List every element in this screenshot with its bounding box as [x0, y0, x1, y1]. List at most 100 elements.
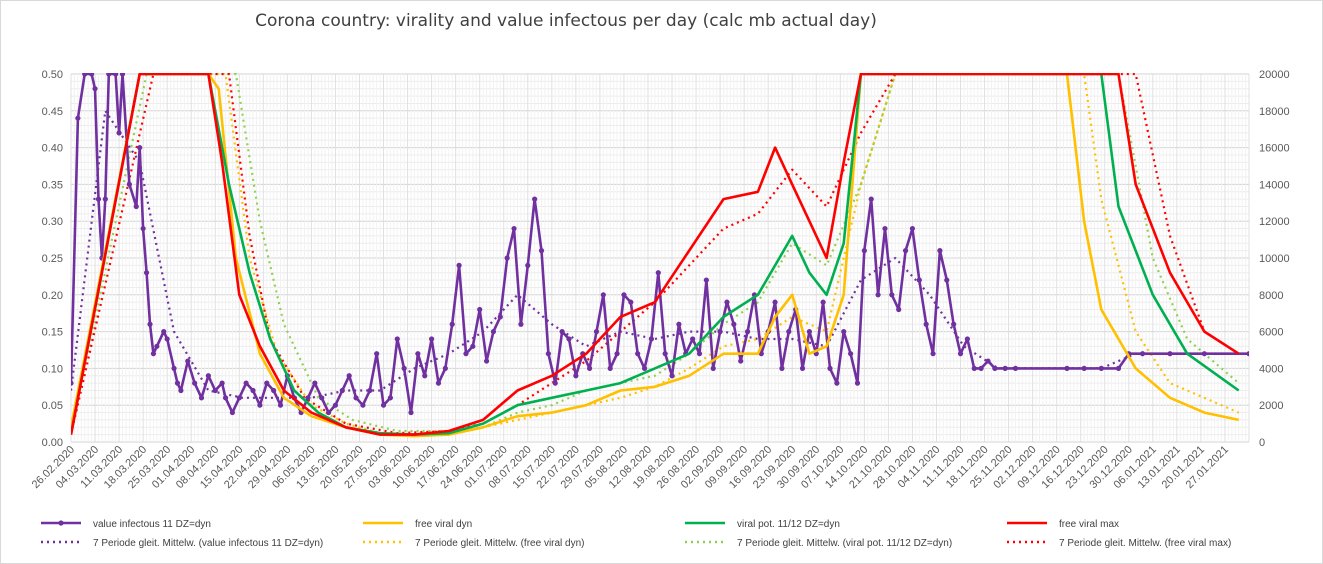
series-point: [992, 365, 998, 371]
series-point: [648, 336, 655, 342]
series-point: [164, 336, 170, 342]
series-point: [229, 409, 236, 416]
series-point: [1167, 351, 1173, 357]
series-point: [449, 321, 455, 327]
series-line: [71, 73, 1240, 436]
series-point: [525, 262, 531, 268]
series-point: [243, 380, 249, 386]
series-point: [277, 402, 284, 408]
series-point: [806, 329, 812, 335]
x-axis: 26.02.202004.03.202011.03.202018.03.2020…: [30, 444, 1231, 491]
y-left-tick-label: 0.45: [42, 106, 63, 118]
y-left-tick-label: 0.35: [42, 179, 63, 191]
y-left-tick-label: 0.15: [42, 327, 63, 339]
y-left-tick-label: 0.05: [42, 400, 63, 412]
y-right-tick-label: 6000: [1259, 327, 1283, 339]
series-point: [367, 387, 373, 394]
series-point: [1081, 365, 1087, 371]
series-point: [985, 358, 991, 364]
series-point: [559, 329, 565, 335]
series-point: [236, 395, 242, 401]
series-point: [820, 299, 826, 305]
series-point: [353, 395, 359, 401]
y-right-axis: 0 2000 4000 6000 8000 10000 12000 14000 16000 180…: [1259, 69, 1290, 449]
legend-label: 7 Periode gleit. Mittelw. (free viral dy…: [415, 538, 585, 549]
series-point: [614, 351, 620, 357]
series-point: [319, 395, 325, 401]
series-point: [477, 306, 483, 313]
series-point: [442, 365, 448, 371]
series-point: [978, 365, 984, 371]
series-point: [140, 225, 146, 232]
series-point: [621, 292, 627, 298]
series-point: [257, 402, 263, 408]
series-point: [841, 329, 847, 335]
series-point: [113, 73, 119, 77]
series-point: [655, 270, 661, 276]
series-point: [435, 380, 442, 386]
series-point: [772, 299, 778, 305]
series-point: [738, 358, 744, 364]
y-right-tick-label: 10000: [1259, 253, 1290, 265]
series-point: [566, 336, 572, 342]
series-point: [703, 277, 709, 283]
series-line: [71, 73, 1240, 435]
series-point: [89, 73, 95, 77]
series-point: [332, 402, 339, 408]
chart-title: Corona country: virality and value infec…: [255, 11, 877, 31]
series-point: [483, 358, 490, 364]
series-point: [198, 395, 205, 401]
series-point: [95, 196, 102, 202]
series-point: [408, 409, 414, 416]
series-point: [305, 395, 311, 401]
series-point: [834, 380, 840, 386]
series-point: [641, 365, 648, 371]
series-point: [779, 365, 785, 371]
series-point: [861, 248, 867, 254]
series-point: [758, 351, 764, 357]
y-right-tick-label: 12000: [1259, 216, 1290, 228]
series-point: [422, 373, 428, 379]
legend-label: 7 Periode gleit. Mittelw. (viral pot. 11…: [737, 538, 952, 549]
series-point: [573, 373, 579, 379]
y-left-tick-label: 0.20: [42, 290, 63, 302]
plot-area: [71, 73, 1249, 438]
series-point: [71, 380, 74, 386]
series-point: [937, 248, 943, 254]
legend: value infectous 11 DZ=dyn free viral dyn v…: [41, 519, 1231, 549]
y-left-tick-label: 0.25: [42, 253, 63, 265]
series-line: [71, 73, 1240, 438]
series-point: [964, 336, 970, 342]
series-point: [916, 277, 922, 283]
legend-label: viral pot. 11/12 DZ=dyn: [737, 519, 840, 530]
series-point: [497, 314, 503, 320]
series-point: [799, 365, 806, 371]
series-point: [545, 351, 551, 357]
series-point: [106, 73, 112, 77]
series-point: [902, 248, 909, 254]
series-point: [882, 225, 888, 232]
series-point: [532, 196, 538, 202]
series-point: [387, 395, 393, 401]
series-point: [854, 380, 861, 386]
series-line: [71, 109, 1249, 399]
series-point: [429, 336, 435, 342]
series-point: [889, 292, 895, 298]
legend-label: 7 Periode gleit. Mittelw. (free viral ma…: [1059, 538, 1231, 549]
y-left-tick-label: 0.10: [42, 363, 63, 375]
y-left-tick-label: 0.40: [42, 143, 63, 155]
series-point: [1012, 365, 1019, 371]
series-point: [463, 351, 469, 357]
series-point: [848, 351, 854, 357]
series-point: [744, 329, 751, 335]
series-point: [538, 248, 545, 254]
series-point: [394, 336, 400, 342]
series-point: [710, 365, 716, 371]
series-point: [174, 380, 181, 386]
series-point: [868, 196, 874, 202]
series-point: [951, 321, 957, 327]
series-point: [126, 181, 132, 187]
series-point: [161, 329, 167, 335]
series-point: [724, 299, 730, 305]
series-point: [552, 380, 558, 386]
